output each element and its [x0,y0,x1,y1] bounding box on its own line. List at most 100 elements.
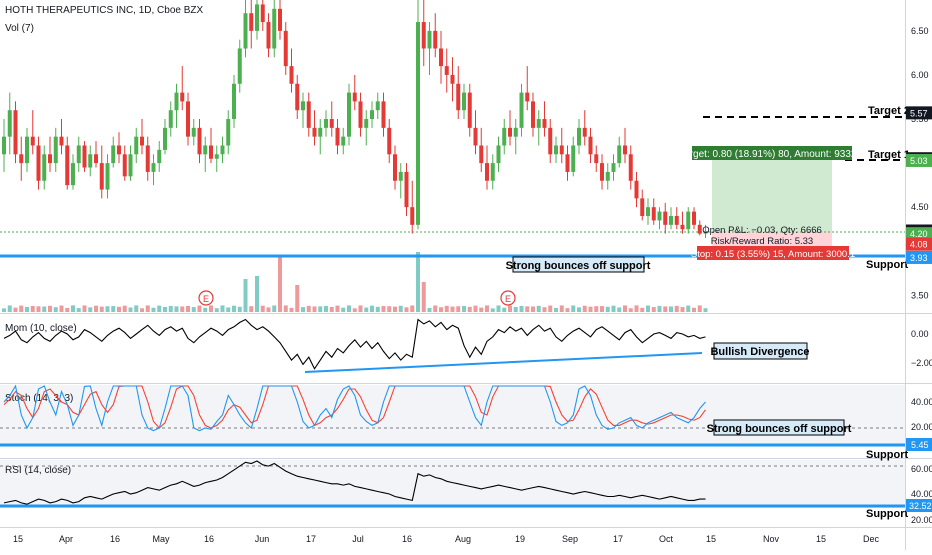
candle[interactable] [421,0,426,67]
earnings-marker-2[interactable]: E [500,290,516,306]
candle[interactable] [76,136,81,172]
candle[interactable] [237,39,242,93]
candle[interactable] [312,110,317,146]
candle[interactable] [174,83,179,128]
candle[interactable] [48,136,52,172]
candle[interactable] [542,101,547,137]
candle[interactable] [2,119,6,172]
candle[interactable] [163,119,167,155]
candle[interactable] [347,83,351,146]
candle[interactable] [364,110,369,146]
candle[interactable] [548,119,553,164]
candle[interactable] [467,83,472,137]
candle[interactable] [427,22,432,75]
candle[interactable] [640,189,645,221]
candle[interactable] [278,0,282,40]
candle[interactable] [168,101,173,137]
candle[interactable] [7,92,12,155]
target-box[interactable]: Target: 0.80 (18.91%) 80, Amount: 9332.8 [679,146,865,160]
candle[interactable] [393,145,397,190]
candle[interactable] [99,145,104,199]
pnl-box[interactable]: Open P&L: −0.03, Qty: 6666 Risk/Reward R… [702,221,832,247]
candle[interactable] [565,145,570,181]
candle[interactable] [370,101,374,128]
candle[interactable] [341,127,346,155]
candle[interactable] [387,119,392,164]
candle[interactable] [703,224,708,239]
candle[interactable] [19,136,24,181]
candle[interactable] [404,163,409,217]
candle[interactable] [151,154,156,186]
candle[interactable] [318,119,323,155]
candle[interactable] [444,48,449,93]
candle[interactable] [571,136,576,177]
candle[interactable] [634,171,639,208]
candle[interactable] [88,145,93,177]
candle[interactable] [30,110,35,155]
candle[interactable] [398,163,403,199]
earnings-marker-1[interactable]: E [198,290,214,306]
candle[interactable] [301,92,305,128]
candle[interactable] [25,127,29,172]
candle[interactable] [479,127,484,172]
candle[interactable] [577,119,581,155]
candle[interactable] [508,110,512,146]
candle[interactable] [502,119,507,155]
candle[interactable] [266,13,271,58]
candle[interactable] [490,154,495,190]
candle[interactable] [122,145,127,181]
candle[interactable] [42,145,47,190]
stop-box[interactable]: Stop: 0.15 (3.55%) 15, Amount: 3000.1 [691,246,855,260]
candle[interactable] [306,92,311,137]
candle[interactable] [157,141,162,172]
candle[interactable] [232,74,236,128]
candle[interactable] [611,154,616,181]
candle[interactable] [220,136,225,164]
candle[interactable] [105,154,110,199]
candle[interactable] [410,180,415,234]
candle[interactable] [53,127,58,172]
candle[interactable] [692,207,696,230]
candle[interactable] [651,198,656,225]
candle[interactable] [249,0,254,49]
candle[interactable] [226,110,231,155]
candle[interactable] [13,101,18,164]
candle[interactable] [462,83,466,120]
candle[interactable] [582,110,587,146]
candle[interactable] [646,198,650,225]
candle[interactable] [209,127,213,164]
candle[interactable] [623,127,627,164]
candle[interactable] [674,207,679,230]
candle[interactable] [243,0,248,58]
candle[interactable] [525,66,530,111]
candle[interactable] [669,207,673,230]
candle[interactable] [260,0,265,31]
candle[interactable] [680,211,685,234]
candle[interactable] [663,202,668,234]
candle[interactable] [289,48,294,93]
candle[interactable] [554,136,558,164]
candle[interactable] [628,145,633,190]
candle[interactable] [214,145,219,172]
candle[interactable] [381,92,386,137]
candle[interactable] [513,119,518,155]
candle[interactable] [36,136,41,190]
candle[interactable] [203,136,208,172]
candle[interactable] [65,136,70,190]
candle[interactable] [456,66,461,120]
candle[interactable] [180,66,185,111]
candle[interactable] [686,207,691,234]
candle[interactable] [335,119,340,155]
candle[interactable] [375,92,380,120]
candle[interactable] [186,92,190,146]
candle[interactable] [352,74,357,111]
candle[interactable] [536,110,541,146]
candle[interactable] [82,141,87,172]
candle[interactable] [416,0,420,230]
candle[interactable] [496,136,501,172]
candle[interactable] [600,154,604,190]
candle[interactable] [272,0,277,58]
candle[interactable] [94,141,98,168]
candle[interactable] [295,74,300,120]
candle[interactable] [433,13,438,58]
